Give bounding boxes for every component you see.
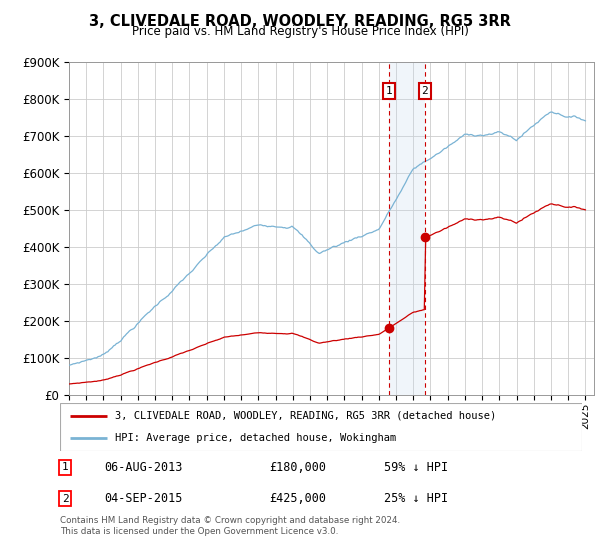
Text: 2: 2	[62, 494, 68, 504]
Text: 3, CLIVEDALE ROAD, WOODLEY, READING, RG5 3RR: 3, CLIVEDALE ROAD, WOODLEY, READING, RG5…	[89, 14, 511, 29]
Text: 2: 2	[421, 86, 428, 96]
Text: 1: 1	[62, 462, 68, 472]
Text: £180,000: £180,000	[269, 461, 326, 474]
Text: 59% ↓ HPI: 59% ↓ HPI	[383, 461, 448, 474]
Text: HPI: Average price, detached house, Wokingham: HPI: Average price, detached house, Woki…	[115, 433, 396, 444]
Text: 25% ↓ HPI: 25% ↓ HPI	[383, 492, 448, 505]
Text: 04-SEP-2015: 04-SEP-2015	[104, 492, 183, 505]
Text: 1: 1	[386, 86, 392, 96]
Text: 3, CLIVEDALE ROAD, WOODLEY, READING, RG5 3RR (detached house): 3, CLIVEDALE ROAD, WOODLEY, READING, RG5…	[115, 410, 496, 421]
Text: Contains HM Land Registry data © Crown copyright and database right 2024.
This d: Contains HM Land Registry data © Crown c…	[60, 516, 400, 536]
Text: £425,000: £425,000	[269, 492, 326, 505]
Bar	[389, 62, 425, 395]
Text: 06-AUG-2013: 06-AUG-2013	[104, 461, 183, 474]
Text: Price paid vs. HM Land Registry's House Price Index (HPI): Price paid vs. HM Land Registry's House …	[131, 25, 469, 38]
